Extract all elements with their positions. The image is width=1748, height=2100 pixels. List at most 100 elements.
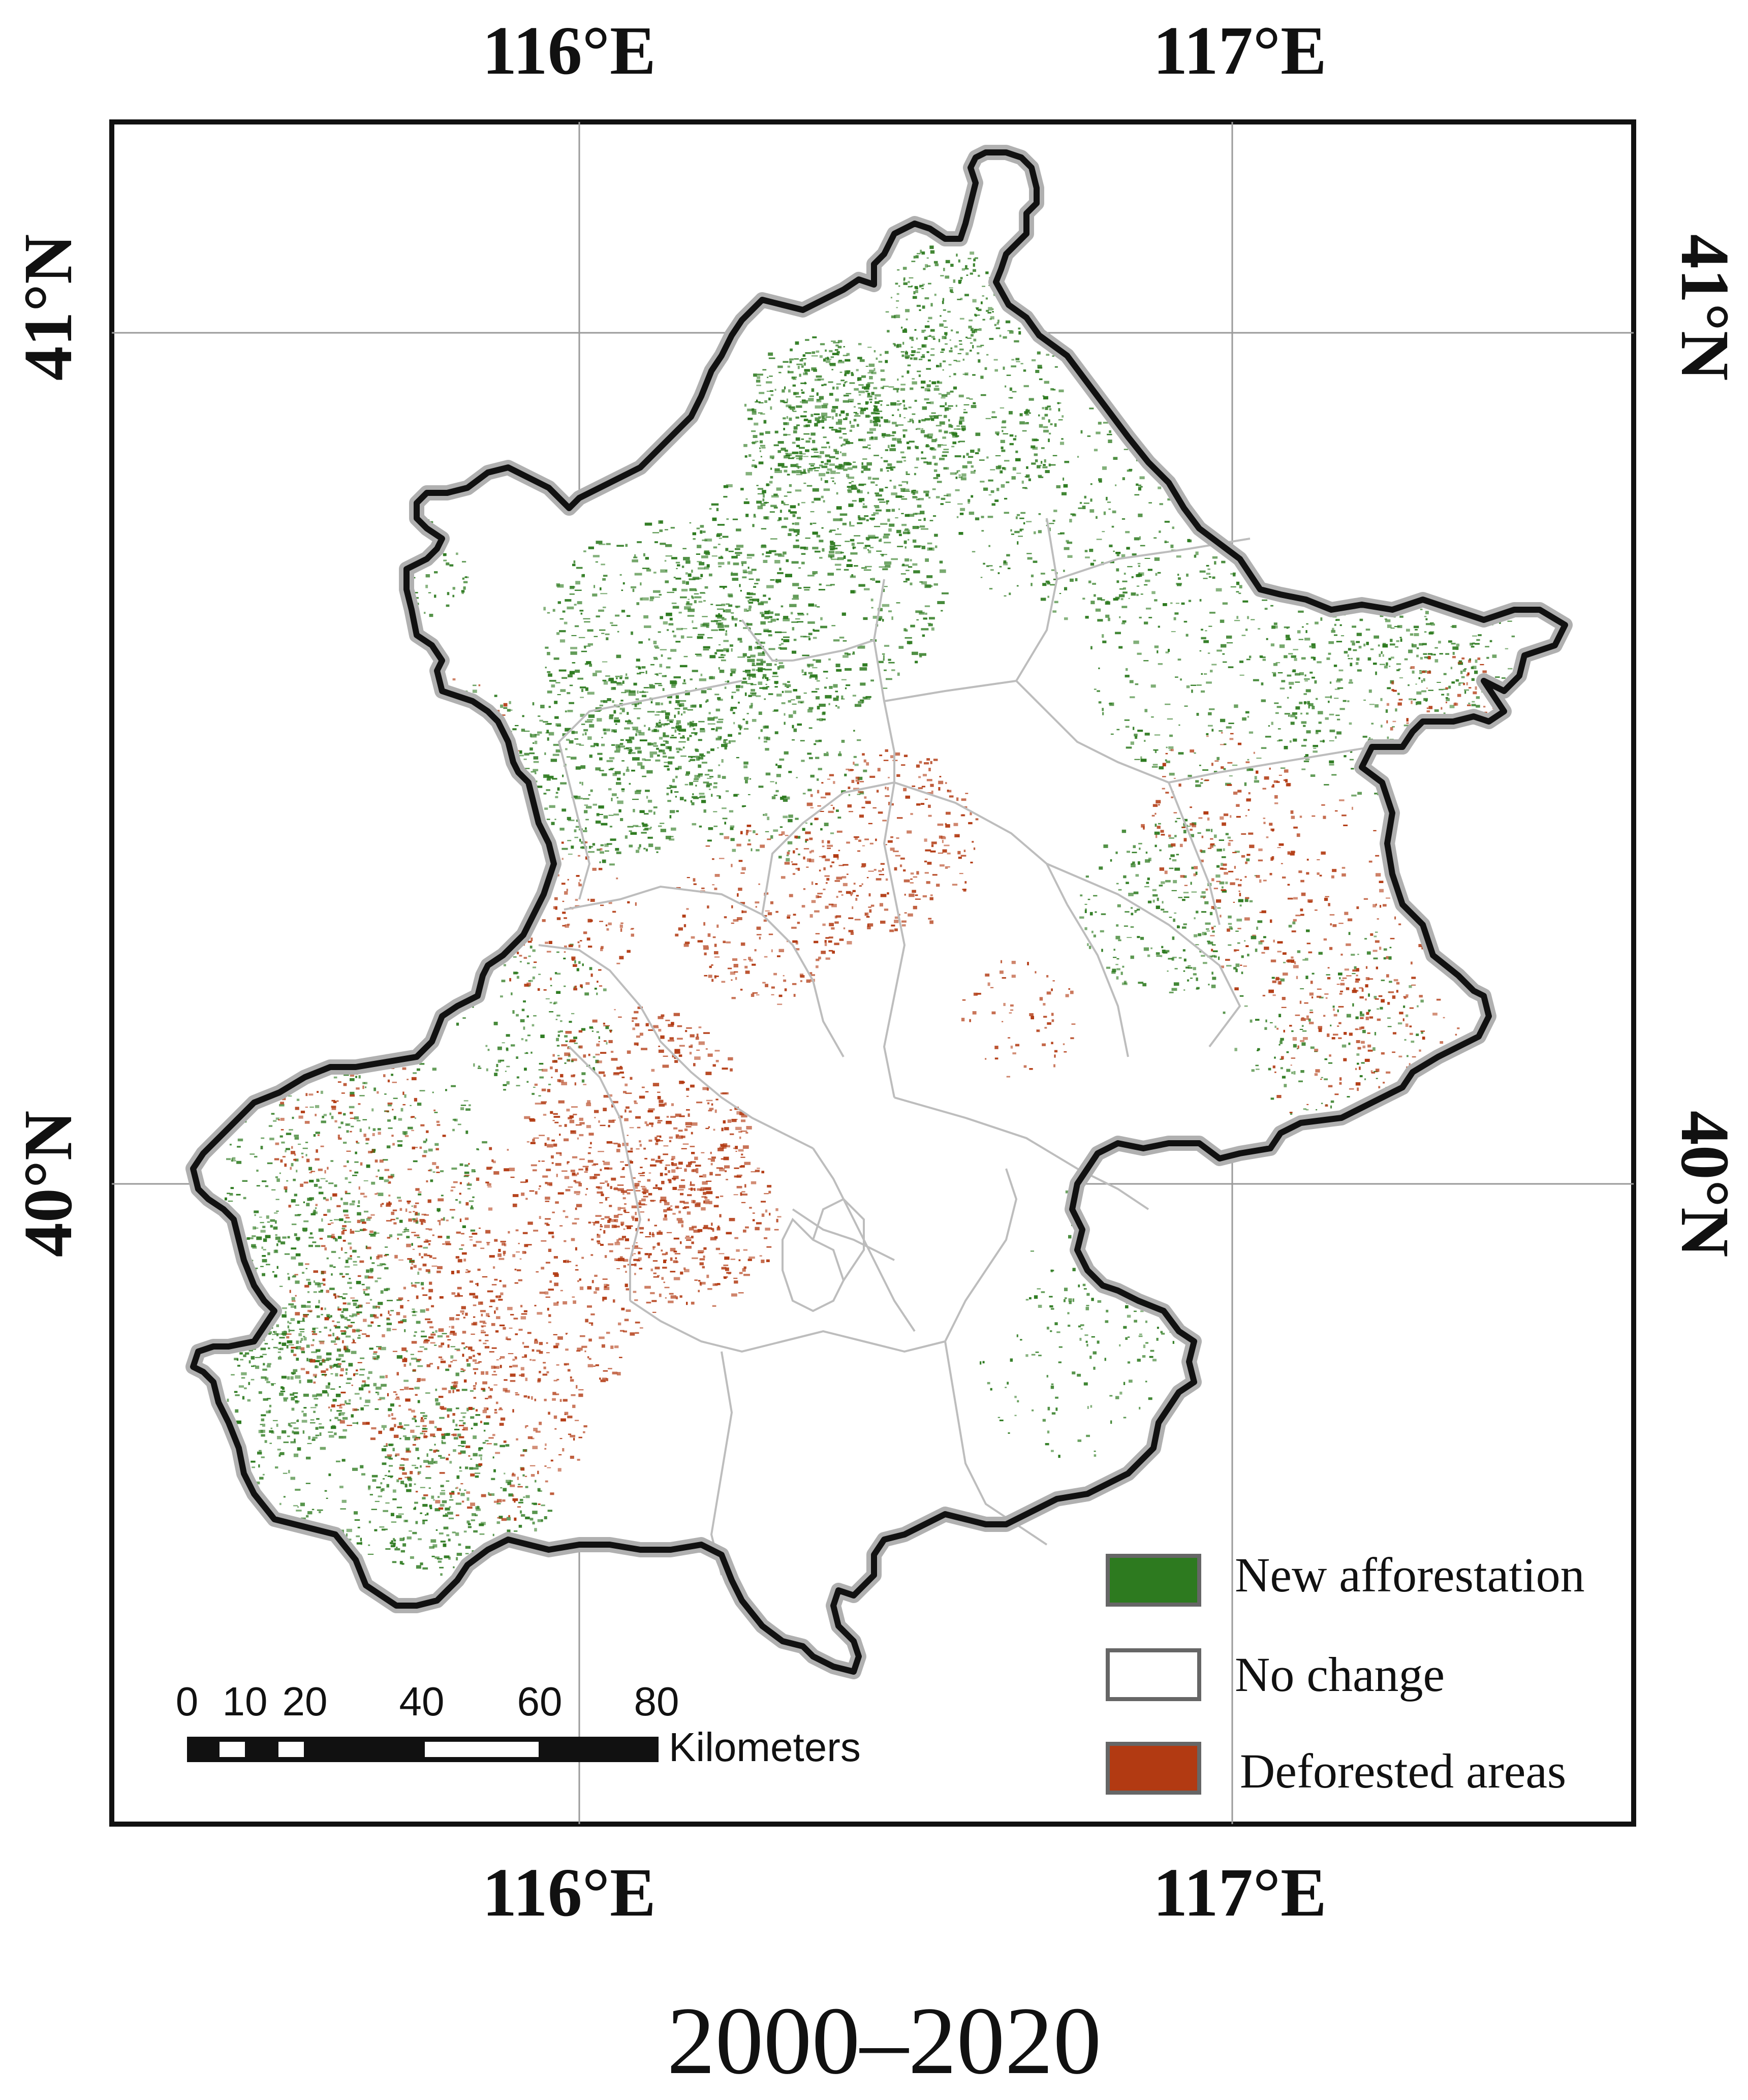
afforestation-pixel [742, 576, 747, 579]
afforestation-pixel [475, 1475, 479, 1478]
afforestation-pixel [695, 589, 697, 591]
afforestation-pixel [956, 425, 960, 427]
afforestation-pixel [1254, 780, 1259, 783]
afforestation-pixel [764, 725, 769, 729]
afforestation-pixel [1044, 414, 1048, 417]
afforestation-pixel [778, 856, 782, 859]
afforestation-pixel [817, 606, 820, 608]
afforestation-pixel [1098, 701, 1102, 704]
afforestation-pixel [830, 556, 833, 559]
afforestation-pixel [710, 748, 714, 751]
afforestation-pixel [592, 593, 598, 597]
afforestation-pixel [1042, 466, 1048, 468]
afforestation-pixel [746, 623, 753, 626]
afforestation-pixel [1445, 697, 1448, 699]
afforestation-pixel [902, 429, 908, 432]
afforestation-pixel [839, 436, 842, 439]
afforestation-pixel [812, 667, 818, 669]
afforestation-pixel [568, 820, 575, 822]
afforestation-pixel [937, 381, 943, 384]
afforestation-pixel [806, 664, 814, 667]
afforestation-pixel [346, 1124, 349, 1125]
afforestation-pixel [554, 819, 556, 820]
afforestation-pixel [403, 1229, 410, 1231]
afforestation-pixel [755, 441, 759, 443]
afforestation-pixel [826, 459, 831, 463]
afforestation-pixel [293, 1275, 296, 1277]
afforestation-pixel [929, 415, 934, 417]
afforestation-pixel [1138, 513, 1143, 517]
afforestation-pixel [419, 1063, 425, 1065]
afforestation-pixel [1328, 652, 1331, 655]
afforestation-pixel [336, 1349, 341, 1352]
afforestation-pixel [892, 414, 894, 416]
afforestation-pixel [735, 552, 742, 554]
afforestation-pixel [321, 1218, 323, 1222]
afforestation-pixel [834, 482, 836, 485]
afforestation-pixel [776, 581, 779, 583]
afforestation-pixel [1033, 560, 1038, 563]
afforestation-pixel [970, 329, 973, 331]
afforestation-pixel [883, 460, 888, 462]
afforestation-pixel [941, 397, 946, 399]
afforestation-pixel [858, 515, 860, 518]
afforestation-pixel [1136, 483, 1139, 486]
afforestation-pixel [797, 621, 803, 623]
afforestation-pixel [574, 604, 577, 606]
afforestation-pixel [286, 1148, 290, 1150]
afforestation-pixel [923, 268, 926, 270]
afforestation-pixel [768, 397, 771, 400]
afforestation-pixel [1118, 939, 1121, 942]
afforestation-pixel [1434, 647, 1438, 649]
afforestation-pixel [880, 554, 887, 555]
afforestation-pixel [821, 461, 824, 463]
afforestation-pixel [333, 1076, 337, 1079]
afforestation-pixel [812, 547, 819, 550]
afforestation-pixel [990, 316, 994, 320]
afforestation-pixel [363, 1291, 365, 1294]
afforestation-pixel [792, 410, 794, 412]
afforestation-pixel [602, 859, 606, 863]
afforestation-pixel [914, 545, 921, 548]
afforestation-pixel [549, 680, 556, 682]
afforestation-pixel [621, 788, 625, 791]
afforestation-pixel [1273, 673, 1276, 677]
afforestation-pixel [1201, 690, 1205, 693]
afforestation-pixel [723, 640, 729, 642]
afforestation-pixel [912, 491, 916, 495]
afforestation-pixel [1368, 689, 1372, 693]
afforestation-pixel [904, 528, 909, 530]
afforestation-pixel [1330, 695, 1332, 699]
afforestation-pixel [1209, 912, 1213, 916]
afforestation-pixel [1061, 438, 1064, 440]
afforestation-pixel [967, 499, 971, 503]
afforestation-pixel [942, 451, 949, 453]
afforestation-pixel [969, 319, 973, 322]
afforestation-pixel [670, 649, 677, 652]
afforestation-pixel [828, 703, 830, 705]
afforestation-pixel [734, 794, 739, 795]
afforestation-pixel [953, 373, 956, 375]
afforestation-pixel [455, 1487, 457, 1489]
afforestation-pixel [356, 1120, 361, 1121]
afforestation-pixel [331, 1250, 336, 1253]
afforestation-pixel [958, 340, 962, 342]
afforestation-pixel [1329, 729, 1335, 733]
afforestation-pixel [1167, 970, 1169, 972]
afforestation-pixel [816, 696, 820, 700]
afforestation-pixel [1281, 680, 1286, 682]
afforestation-pixel [953, 360, 957, 361]
afforestation-pixel [989, 338, 994, 340]
afforestation-pixel [770, 579, 775, 581]
afforestation-pixel [921, 428, 923, 430]
afforestation-pixel [1041, 447, 1045, 449]
afforestation-pixel [760, 729, 763, 732]
afforestation-pixel [606, 637, 609, 640]
afforestation-pixel [745, 670, 751, 673]
afforestation-pixel [1195, 780, 1199, 783]
afforestation-pixel [883, 659, 885, 661]
afforestation-pixel [869, 428, 876, 431]
afforestation-pixel [572, 563, 576, 567]
afforestation-pixel [908, 280, 910, 284]
afforestation-pixel [642, 568, 650, 569]
